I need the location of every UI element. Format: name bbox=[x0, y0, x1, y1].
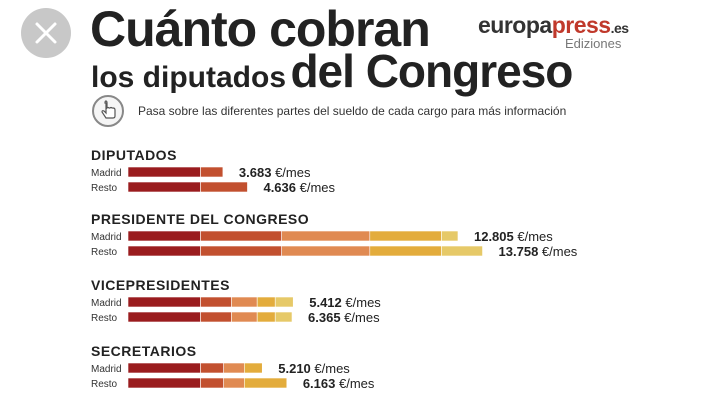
row-label: Madrid bbox=[91, 298, 122, 309]
bar-segment bbox=[281, 230, 371, 242]
bar-value-number: 3.683 bbox=[239, 165, 272, 180]
bar-value-number: 13.758 bbox=[499, 244, 539, 259]
bar-segment bbox=[223, 377, 245, 389]
bar-segment bbox=[200, 377, 224, 389]
bar-value-label: 5.412 €/mes bbox=[309, 295, 381, 310]
bar-segment bbox=[127, 230, 201, 242]
bar-segment bbox=[200, 181, 248, 193]
bar-segment bbox=[223, 362, 245, 374]
brand-logo: europapress.es bbox=[478, 12, 629, 39]
row-label: Resto bbox=[91, 247, 118, 258]
bar-segment bbox=[200, 296, 232, 308]
logo-part-a: europa bbox=[478, 12, 552, 38]
bar-value-number: 5.210 bbox=[278, 361, 311, 376]
bar-segment bbox=[274, 296, 294, 308]
subtitle-big: del Congreso bbox=[290, 45, 573, 97]
logo-part-b: press bbox=[551, 12, 611, 38]
bar-value-label: 3.683 €/mes bbox=[239, 165, 311, 180]
bar-value-unit: €/mes bbox=[335, 376, 375, 391]
bar-value-number: 5.412 bbox=[309, 295, 342, 310]
bar-value-unit: €/mes bbox=[341, 310, 381, 325]
bar-value-unit: €/mes bbox=[538, 244, 578, 259]
bar-segment bbox=[231, 311, 258, 323]
row-label: Resto bbox=[91, 313, 118, 324]
bar-segment bbox=[256, 311, 276, 323]
bar-segment bbox=[127, 181, 201, 193]
row-label: Resto bbox=[91, 379, 118, 390]
bar-value-number: 6.365 bbox=[308, 310, 341, 325]
logo-subtitle: Ediziones bbox=[565, 36, 622, 51]
bar-value-unit: €/mes bbox=[514, 229, 554, 244]
bar-value-label: 6.163 €/mes bbox=[303, 376, 375, 391]
bar-segment bbox=[200, 362, 224, 374]
bar-segment bbox=[256, 296, 276, 308]
group-title: PRESIDENTE DEL CONGRESO bbox=[91, 211, 309, 227]
bar-value-label: 4.636 €/mes bbox=[263, 180, 335, 195]
bar-value-unit: €/mes bbox=[342, 295, 382, 310]
bar-segment bbox=[369, 245, 442, 257]
bar-value-label: 6.365 €/mes bbox=[308, 310, 380, 325]
bar-segment bbox=[127, 245, 201, 257]
bar-segment bbox=[231, 296, 258, 308]
bar-segment bbox=[127, 296, 201, 308]
hint-text: Pasa sobre las diferentes partes del sue… bbox=[138, 104, 567, 118]
bar-value-number: 6.163 bbox=[303, 376, 336, 391]
bar-value-unit: €/mes bbox=[271, 165, 311, 180]
page-subtitle: los diputados del Congreso bbox=[91, 45, 573, 108]
group-title: DIPUTADOS bbox=[91, 147, 177, 163]
bar-segment bbox=[127, 377, 201, 389]
pointer-hand-icon bbox=[92, 95, 124, 127]
row-label: Madrid bbox=[91, 232, 122, 243]
row-label: Resto bbox=[91, 183, 118, 194]
bar-value-label: 5.210 €/mes bbox=[278, 361, 350, 376]
bar-segment bbox=[200, 166, 224, 178]
bar-value-unit: €/mes bbox=[311, 361, 351, 376]
bar-segment bbox=[244, 362, 263, 374]
page-title: Cuánto cobran bbox=[90, 1, 431, 57]
bar-value-label: 12.805 €/mes bbox=[474, 229, 553, 244]
bar-segment bbox=[369, 230, 442, 242]
bar-segment bbox=[244, 377, 288, 389]
logo-domain: .es bbox=[610, 20, 629, 36]
bar-segment bbox=[441, 245, 483, 257]
group-title: VICEPRESIDENTES bbox=[91, 277, 230, 293]
close-button[interactable] bbox=[21, 8, 71, 58]
bar-value-unit: €/mes bbox=[296, 180, 336, 195]
bar-value-number: 4.636 bbox=[263, 180, 296, 195]
bar-segment bbox=[441, 230, 459, 242]
close-icon bbox=[35, 22, 57, 44]
bar-value-number: 12.805 bbox=[474, 229, 514, 244]
bar-segment bbox=[127, 362, 201, 374]
bar-value-label: 13.758 €/mes bbox=[499, 244, 578, 259]
bar-segment bbox=[281, 245, 371, 257]
row-label: Madrid bbox=[91, 168, 122, 179]
bar-segment bbox=[274, 311, 293, 323]
group-title: SECRETARIOS bbox=[91, 343, 197, 359]
subtitle-small: los diputados bbox=[91, 61, 286, 94]
bar-segment bbox=[200, 311, 232, 323]
row-label: Madrid bbox=[91, 364, 122, 375]
bar-segment bbox=[127, 311, 201, 323]
bar-segment bbox=[200, 230, 282, 242]
bar-segment bbox=[200, 245, 282, 257]
bar-segment bbox=[127, 166, 201, 178]
